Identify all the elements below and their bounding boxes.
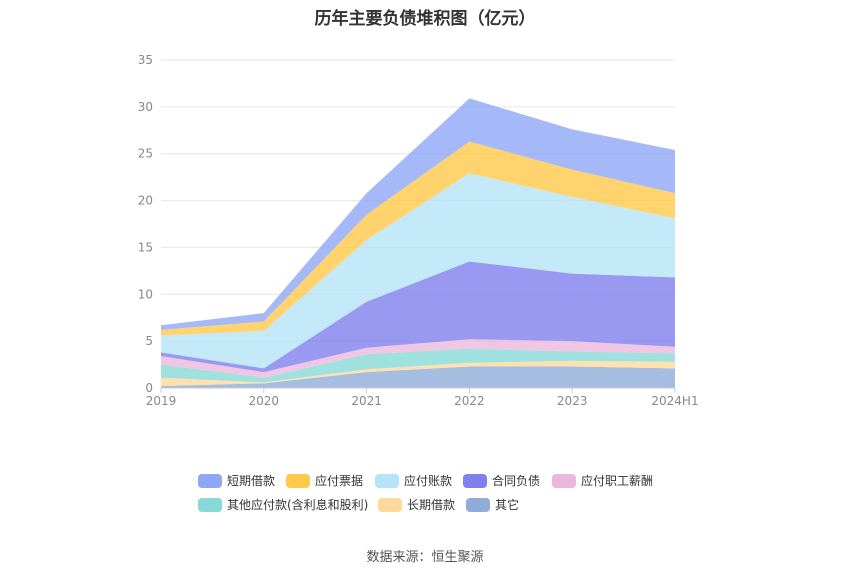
series-area	[161, 98, 675, 330]
legend-item[interactable]: 其他应付款(含利息和股利)	[198, 496, 368, 513]
series-area	[161, 141, 675, 336]
legend-label: 短期借款	[227, 474, 276, 488]
legend-swatch	[198, 473, 222, 488]
x-tick-label: 2019	[146, 394, 177, 408]
legend-swatch	[552, 473, 576, 488]
legend-item[interactable]: 应付票据	[286, 472, 363, 489]
legend-item[interactable]: 其它	[466, 496, 519, 513]
y-tick-label: 25	[138, 147, 153, 161]
data-source-note: 数据来源：恒生聚源	[366, 550, 484, 565]
series-area	[161, 261, 675, 373]
x-tick-label: 2020	[249, 394, 280, 408]
series-area	[161, 348, 675, 383]
series-area	[161, 173, 675, 369]
legend-item[interactable]: 应付职工薪酬	[552, 472, 653, 489]
legend-item[interactable]: 应付账款	[375, 472, 452, 489]
x-tick-label: 2024H1	[651, 394, 698, 408]
y-tick-label: 30	[138, 100, 153, 114]
legend-item[interactable]: 短期借款	[198, 472, 275, 489]
y-tick-label: 5	[145, 334, 153, 348]
y-tick-label: 15	[138, 240, 153, 254]
series-area	[161, 360, 675, 387]
legend-label: 应付票据	[315, 474, 364, 488]
legend-swatch	[375, 473, 399, 488]
legend-swatch	[378, 497, 402, 512]
legend-label: 长期借款	[407, 498, 456, 512]
legend-swatch	[466, 497, 490, 512]
y-tick-label: 10	[138, 287, 153, 301]
series-area	[161, 339, 675, 378]
legend-item[interactable]: 长期借款	[378, 496, 455, 513]
legend-label: 合同负债	[492, 474, 541, 488]
legend-swatch	[286, 473, 310, 488]
legend-swatch	[463, 473, 487, 488]
x-tick-label: 2022	[454, 394, 485, 408]
y-tick-label: 35	[138, 53, 153, 67]
legend-label: 应付职工薪酬	[581, 474, 654, 488]
x-tick-label: 2021	[351, 394, 382, 408]
chart-title: 历年主要负债堆积图（亿元）	[314, 9, 536, 29]
stacked-area-chart: 0 5 10 15 20 25 30 35 2019 2020 2021 2022 2023 2024H1	[138, 53, 699, 408]
y-tick-label: 20	[138, 194, 153, 208]
x-tick-label: 2023	[557, 394, 588, 408]
series-area	[161, 366, 675, 388]
legend-swatch	[198, 497, 222, 512]
legend-label: 其它	[495, 498, 520, 512]
legend-label: 应付账款	[404, 474, 453, 488]
legend-label: 其他应付款(含利息和股利)	[227, 498, 369, 512]
legend-item[interactable]: 合同负债	[463, 472, 540, 489]
y-tick-label: 0	[145, 381, 153, 395]
